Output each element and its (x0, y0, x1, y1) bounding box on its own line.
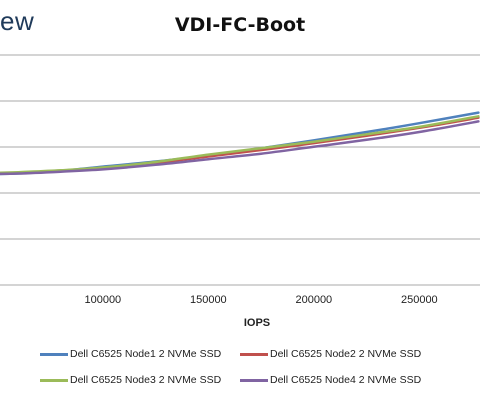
legend-item-node2: Dell C6525 Node2 2 NVMe SSD (240, 348, 421, 360)
series-line-node4 (0, 120, 480, 176)
legend-swatch (240, 378, 268, 382)
legend-label: Dell C6525 Node1 2 NVMe SSD (70, 348, 222, 360)
x-tick-label: 100000 (84, 294, 121, 306)
legend-label: Dell C6525 Node4 2 NVMe SSD (270, 374, 422, 386)
x-axis-ticks: 0100000150000200000250000 (0, 294, 438, 306)
gridlines (0, 54, 480, 286)
legend-swatch (240, 352, 268, 356)
legend-label: Dell C6525 Node2 2 NVMe SSD (270, 348, 422, 360)
x-tick-label: 250000 (401, 294, 438, 306)
legend-item-node1: Dell C6525 Node1 2 NVMe SSD (40, 348, 221, 360)
x-axis-label: IOPS (244, 317, 270, 329)
legend-item-node3: Dell C6525 Node3 2 NVMe SSD (40, 374, 221, 386)
legend-swatch (40, 378, 68, 382)
series-line-node3 (0, 115, 480, 175)
chart-title: VDI-FC-Boot (174, 14, 306, 36)
x-tick-label: 150000 (190, 294, 227, 306)
x-tick-label: 200000 (295, 294, 332, 306)
brand-logo-text: ew (0, 6, 35, 36)
series-lines (0, 111, 480, 176)
legend-item-node4: Dell C6525 Node4 2 NVMe SSD (240, 374, 421, 386)
series-line-node1 (0, 111, 480, 176)
legend-swatch (40, 352, 68, 356)
legend-label: Dell C6525 Node3 2 NVMe SSD (70, 374, 222, 386)
